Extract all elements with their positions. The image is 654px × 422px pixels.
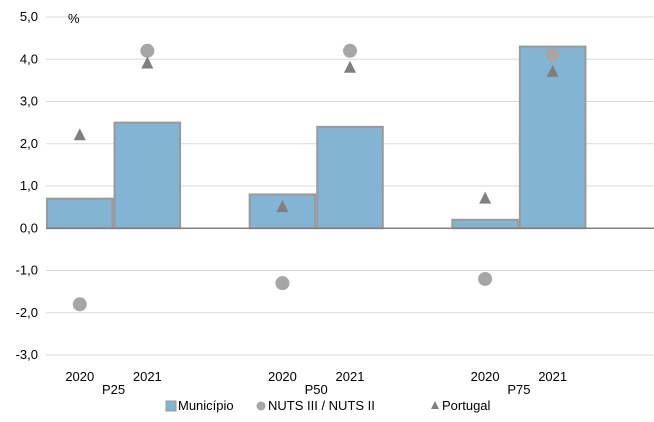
x-tick-label-year: 2021: [133, 369, 162, 384]
x-tick-label-group: P25: [102, 382, 125, 397]
y-unit-label: %: [68, 11, 80, 26]
x-tick-label-year: 2020: [268, 369, 297, 384]
marker-nuts: [545, 48, 560, 63]
marker-portugal: [344, 60, 356, 73]
legend-label-municipio: Município: [178, 398, 234, 413]
x-tick-label-group: P50: [305, 382, 328, 397]
marker-nuts: [275, 276, 290, 291]
marker-portugal: [479, 191, 492, 204]
y-tick-label: -2,0: [16, 305, 38, 320]
y-tick-label: 2,0: [20, 136, 38, 151]
bar-municipio: [451, 218, 519, 230]
marker-nuts: [343, 43, 357, 58]
bar-municipio: [316, 125, 384, 230]
x-tick-label-year: 2021: [336, 369, 365, 384]
markers-layer: [72, 43, 560, 312]
x-tick-label-group: P75: [507, 382, 530, 397]
marker-portugal: [73, 128, 86, 141]
marker-nuts: [478, 271, 493, 286]
y-tick-label: -3,0: [16, 347, 38, 362]
marker-portugal: [141, 56, 154, 69]
y-tick-label: 3,0: [20, 94, 38, 109]
bar-municipio: [46, 197, 114, 230]
x-tick-labels: 2020 2021 P25 2020 2021 P50 2020 2021 P75: [65, 369, 567, 397]
legend-swatch-portugal: [431, 401, 439, 409]
legend-swatch-municipio: [165, 400, 177, 412]
y-tick-label: 4,0: [20, 51, 38, 66]
legend-label-nuts: NUTS III / NUTS II: [268, 398, 375, 413]
marker-nuts: [72, 297, 87, 312]
y-tick-label: 5,0: [20, 9, 38, 24]
y-tick-label: -1,0: [16, 263, 38, 278]
y-tick-label: 0,0: [20, 220, 38, 235]
marker-portugal: [546, 64, 559, 77]
marker-portugal: [276, 200, 289, 213]
bars-layer: [46, 45, 587, 230]
legend-label-portugal: Portugal: [442, 398, 491, 413]
legend: Município NUTS III / NUTS II Portugal: [165, 398, 491, 413]
x-tick-label-year: 2020: [471, 369, 500, 384]
y-tick-labels: 5,0 4,0 3,0 2,0 1,0 0,0 -1,0 -2,0 -3,0: [16, 9, 38, 362]
bar-municipio: [113, 121, 182, 230]
y-tick-label: 1,0: [20, 178, 38, 193]
legend-swatch-nuts: [256, 401, 266, 411]
marker-nuts: [140, 43, 155, 58]
x-tick-label-year: 2021: [538, 369, 567, 384]
x-tick-label-year: 2020: [65, 369, 94, 384]
